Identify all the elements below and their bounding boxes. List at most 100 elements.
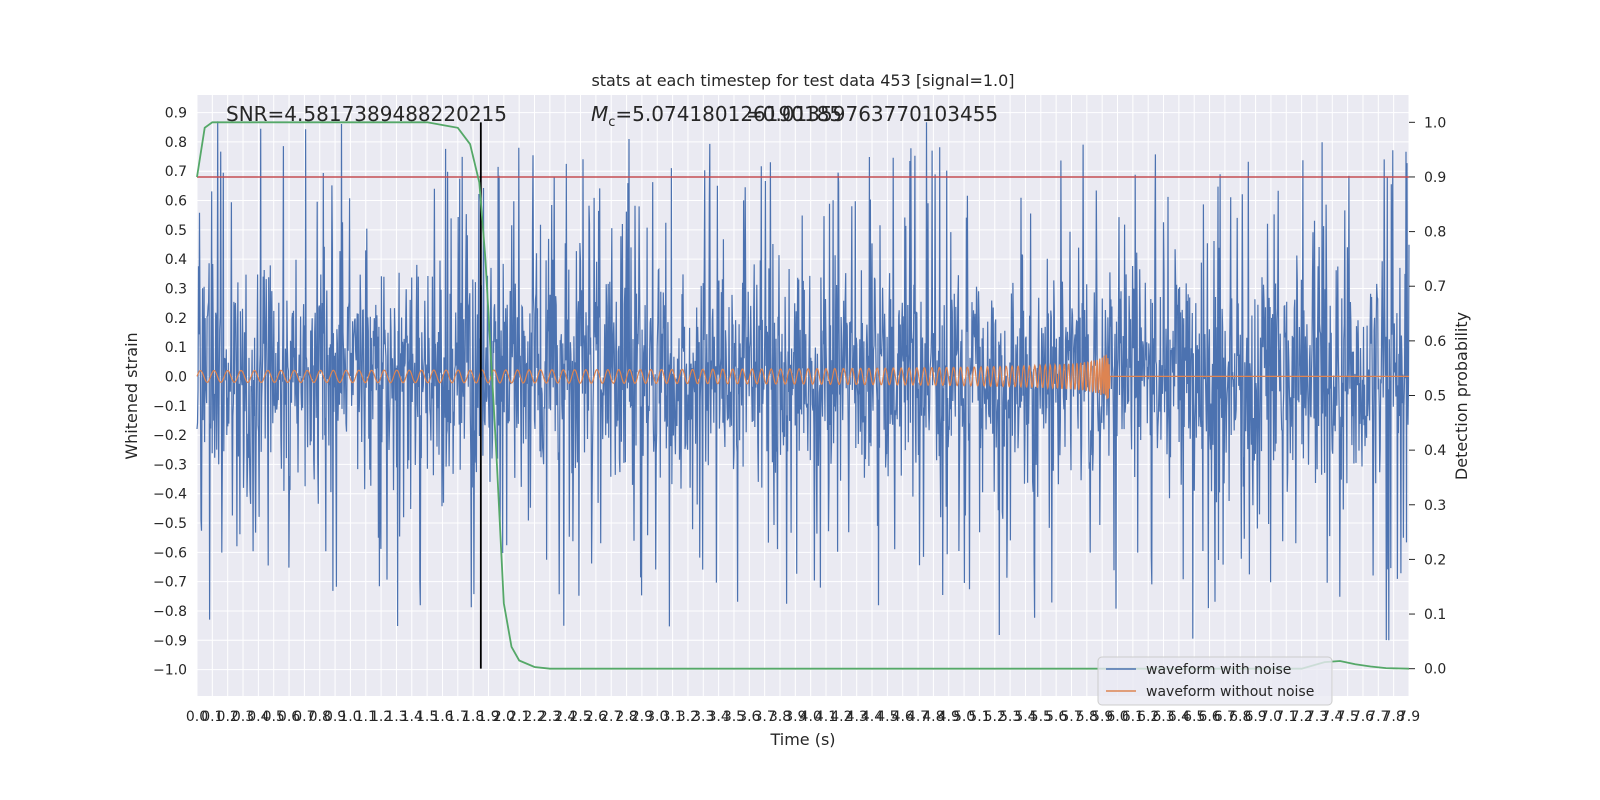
x-tick-label: 4.2 — [830, 709, 852, 725]
left-y-tick-label: 0.1 — [165, 340, 187, 356]
x-tick-label: 5.6 — [1045, 709, 1067, 725]
x-tick-label: 2.6 — [585, 709, 607, 725]
x-tick-label: 7.4 — [1321, 709, 1343, 725]
right-y-tick-label: 0.1 — [1424, 607, 1446, 623]
right-y-tick-label: 1.0 — [1424, 115, 1446, 131]
chart-title: stats at each timestep for test data 453… — [591, 71, 1014, 90]
x-tick-label: 2.2 — [523, 709, 545, 725]
x-tick-label: 3.3 — [692, 709, 714, 725]
x-tick-label: 0.6 — [278, 709, 300, 725]
right-y-tick-label: 0.0 — [1424, 662, 1446, 678]
x-tick-label: 7.2 — [1290, 709, 1312, 725]
x-tick-label: 5.1 — [968, 709, 990, 725]
x-tick-label: 6.0 — [1106, 709, 1128, 725]
x-tick-label: 0.9 — [324, 709, 346, 725]
left-y-tick-label: 0.0 — [165, 369, 187, 385]
x-tick-label: 0.0 — [186, 709, 208, 725]
x-tick-label: 2.0 — [493, 709, 515, 725]
x-tick-label: 3.8 — [769, 709, 791, 725]
x-tick-label: 1.8 — [462, 709, 484, 725]
x-tick-label: 5.2 — [984, 709, 1006, 725]
left-y-axis-label: Whitened strain — [122, 332, 141, 459]
left-axis-ticks: 0.9 0.8 0.7 0.6 0.5 0.4 0.3 0.2 0.1 0.0 −0.1 −0.2 −0… — [153, 106, 187, 679]
noisy-waveform-series — [196, 121, 1410, 641]
overlap-annotation: =0.01359763770103455 — [746, 102, 998, 126]
x-tick-label: 6.6 — [1198, 709, 1220, 725]
x-tick-label: 6.9 — [1244, 709, 1266, 725]
x-tick-label: 3.4 — [707, 709, 729, 725]
legend-clean-label: waveform without noise — [1146, 684, 1314, 700]
x-tick-label: 3.1 — [661, 709, 683, 725]
x-tick-label: 2.7 — [600, 709, 622, 725]
right-y-tick-label: 0.4 — [1424, 443, 1446, 459]
x-tick-label: 1.9 — [477, 709, 499, 725]
legend-noisy-label: waveform with noise — [1146, 662, 1291, 678]
x-tick-label: 7.3 — [1306, 709, 1328, 725]
x-tick-label: 6.7 — [1214, 709, 1236, 725]
x-tick-label: 3.7 — [754, 709, 776, 725]
x-tick-label: 0.8 — [309, 709, 331, 725]
left-y-tick-label: −0.5 — [153, 516, 187, 532]
x-tick-label: 6.8 — [1229, 709, 1251, 725]
x-tick-label: 1.2 — [370, 709, 392, 725]
x-tick-label: 7.6 — [1352, 709, 1374, 725]
right-y-tick-label: 0.3 — [1424, 498, 1446, 514]
x-tick-label: 2.9 — [631, 709, 653, 725]
right-y-tick-label: 0.8 — [1424, 225, 1446, 241]
left-y-tick-label: −1.0 — [153, 663, 187, 679]
x-tick-label: 1.5 — [416, 709, 438, 725]
x-tick-label: 5.0 — [953, 709, 975, 725]
x-tick-label: 3.2 — [677, 709, 699, 725]
x-tick-label: 6.5 — [1183, 709, 1205, 725]
x-tick-label: 0.4 — [247, 709, 269, 725]
x-tick-label: 2.5 — [569, 709, 591, 725]
chirp-mass-subscript: c — [608, 115, 615, 130]
x-tick-label: 7.9 — [1398, 709, 1420, 725]
x-tick-label: 4.0 — [800, 709, 822, 725]
left-y-tick-label: −0.7 — [153, 575, 187, 591]
x-tick-label: 0.1 — [201, 709, 223, 725]
chirp-mass-value: =5.074180126190185 — [615, 102, 842, 126]
left-y-tick-label: −0.3 — [153, 457, 187, 473]
x-tick-label: 6.1 — [1122, 709, 1144, 725]
legend-box — [1097, 656, 1333, 706]
x-tick-label: 6.4 — [1168, 709, 1190, 725]
right-y-axis-label: Detection probability — [1452, 312, 1471, 480]
x-tick-label: 1.4 — [401, 709, 423, 725]
x-axis-label: Time (s) — [769, 730, 835, 749]
x-tick-label: 2.3 — [539, 709, 561, 725]
chirp-mass-annotation: Mc=5.074180126190185 — [591, 102, 842, 130]
left-y-tick-label: 0.2 — [165, 311, 187, 327]
chirp-mass-symbol: M — [591, 102, 608, 126]
x-tick-label: 1.7 — [447, 709, 469, 725]
right-y-tick-label: 0.7 — [1424, 279, 1446, 295]
left-y-tick-label: −0.4 — [153, 487, 187, 503]
noisy-waveform-line — [196, 121, 1410, 641]
left-y-tick-label: −0.1 — [153, 399, 187, 415]
x-tick-label: 4.3 — [846, 709, 868, 725]
x-tick-label: 0.5 — [263, 709, 285, 725]
x-tick-label: 6.2 — [1137, 709, 1159, 725]
x-tick-label: 4.9 — [938, 709, 960, 725]
left-y-tick-label: 0.5 — [165, 223, 187, 239]
x-tick-label: 7.7 — [1367, 709, 1389, 725]
x-tick-label: 1.3 — [385, 709, 407, 725]
x-tick-label: 0.3 — [232, 709, 254, 725]
left-y-tick-label: 0.3 — [165, 281, 187, 297]
x-axis-ticks: 0.00.10.20.30.40.50.60.70.80.91.01.11.21… — [186, 709, 1420, 725]
x-tick-label: 4.5 — [876, 709, 898, 725]
x-tick-label: 2.4 — [554, 709, 576, 725]
x-tick-label: 0.2 — [217, 709, 239, 725]
x-tick-label: 4.8 — [922, 709, 944, 725]
x-tick-label: 4.1 — [815, 709, 837, 725]
left-y-tick-label: 0.6 — [165, 194, 187, 210]
left-y-tick-label: −0.9 — [153, 633, 187, 649]
right-axis-ticks: 1.0 0.9 0.8 0.7 0.6 0.5 0.4 0.3 0.2 0.1 0.0 — [1409, 115, 1446, 678]
x-tick-label: 4.4 — [861, 709, 883, 725]
x-tick-label: 1.0 — [339, 709, 361, 725]
x-tick-label: 1.1 — [355, 709, 377, 725]
left-y-tick-label: 0.9 — [165, 106, 187, 122]
right-y-tick-label: 0.6 — [1424, 334, 1446, 350]
x-tick-label: 3.0 — [646, 709, 668, 725]
x-tick-label: 3.6 — [738, 709, 760, 725]
